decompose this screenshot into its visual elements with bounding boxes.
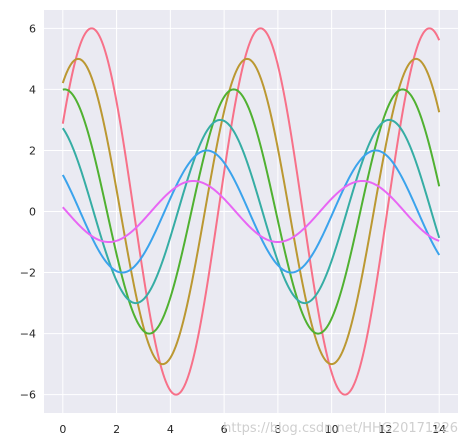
series-line-4	[61, 118, 441, 305]
series-group	[61, 27, 441, 396]
x-tick-label: 8	[274, 423, 281, 436]
grid	[44, 10, 458, 413]
x-axis-ticks: 0 2 4 6 8 10 12 14	[59, 423, 446, 436]
series-line-6	[62, 179, 440, 244]
series-line-5	[61, 149, 441, 274]
x-tick-label: 6	[221, 423, 228, 436]
y-tick-label: 4	[29, 83, 36, 96]
x-tick-label: 2	[113, 423, 120, 436]
y-axis-ticks: −6 −4 −2 0 2 4 6	[20, 22, 36, 401]
x-tick-label: 4	[167, 423, 174, 436]
x-tick-label: 12	[378, 423, 392, 436]
y-tick-label: −6	[20, 389, 36, 402]
series-line-3	[62, 88, 441, 335]
series-line-2	[61, 57, 441, 366]
y-tick-label: 6	[29, 22, 36, 35]
series-line-1	[61, 27, 441, 396]
watermark-text: https://blog.csdn.net/HHG20171226	[223, 421, 458, 436]
y-tick-label: 0	[29, 206, 36, 219]
y-tick-label: −4	[20, 328, 36, 341]
y-tick-label: −2	[20, 267, 36, 280]
x-tick-label: 14	[432, 423, 446, 436]
x-tick-label: 0	[59, 423, 66, 436]
y-tick-label: 2	[29, 144, 36, 157]
x-tick-label: 10	[325, 423, 339, 436]
